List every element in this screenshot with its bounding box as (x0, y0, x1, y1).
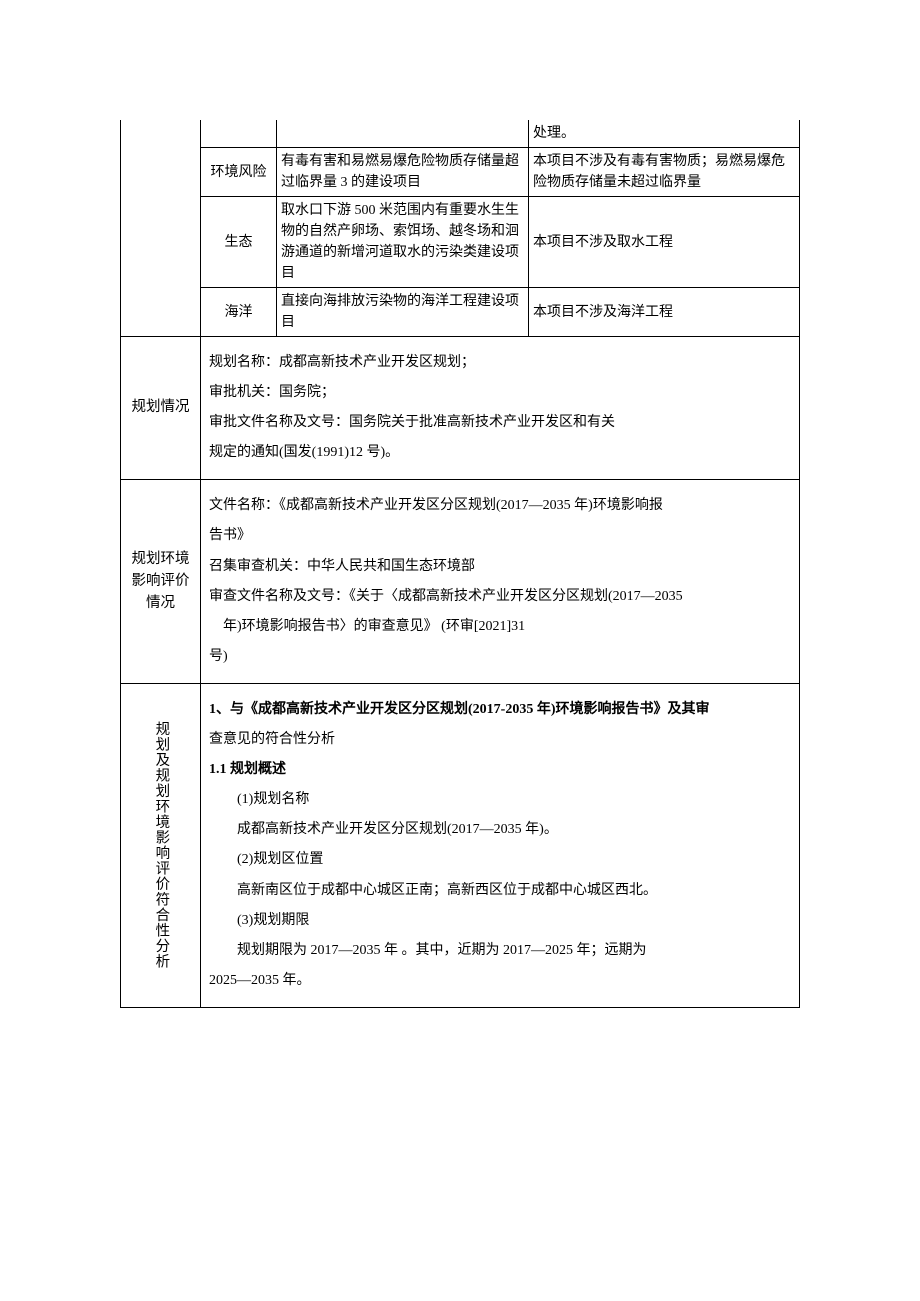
category-cell: 海洋 (201, 288, 277, 337)
result-cell: 处理。 (529, 120, 800, 148)
document-page: 处理。 环境风险 有毒有害和易燃易爆危险物质存储量超过临界量 3 的建设项目 本… (0, 0, 920, 1108)
analysis-heading-bold: 1、与《成都高新技术产业开发区分区规划(2017-2035 年)环境影响报告书》… (209, 702, 710, 717)
criterion-cell: 直接向海排放污染物的海洋工程建设项目 (277, 288, 529, 337)
result-cell: 本项目不涉及海洋工程 (529, 288, 800, 337)
classification-row-ecology: 生态 取水口下游 500 米范围内有重要水生生物的自然产卵场、索饵场、越冬场和洄… (121, 197, 800, 288)
section-eia-line: 审查文件名称及文号：《关于〈成都高新技术产业开发区分区规划(2017—2035 (209, 582, 789, 612)
section-planning-content: 规划名称：成都高新技术产业开发区规划； 审批机关：国务院； 审批文件名称及文号：… (201, 337, 800, 480)
criterion-cell (277, 120, 529, 148)
section-eia-line: 年)环境影响报告书〉的审查意见》 (环审[2021]31 (209, 612, 789, 642)
category-cell: 环境风险 (201, 148, 277, 197)
classification-row-continuation: 处理。 (121, 120, 800, 148)
section-planning-line: 规划名称：成都高新技术产业开发区规划； (209, 348, 789, 378)
analysis-line: (3)规划期限 (209, 906, 789, 936)
classification-row-ocean: 海洋 直接向海排放污染物的海洋工程建设项目 本项目不涉及海洋工程 (121, 288, 800, 337)
section-eia-row: 规划环境影响评价情况 文件名称：《成都高新技术产业开发区分区规划(2017—20… (121, 480, 800, 684)
result-cell: 本项目不涉及有毒有害物质；易燃易爆危险物质存储量未超过临界量 (529, 148, 800, 197)
section-analysis-content: 1、与《成都高新技术产业开发区分区规划(2017-2035 年)环境影响报告书》… (201, 683, 800, 1007)
section-eia-label: 规划环境影响评价情况 (121, 480, 201, 684)
section-eia-line: 号) (209, 642, 789, 672)
section-eia-line: 文件名称：《成都高新技术产业开发区分区规划(2017—2035 年)环境影响报 (209, 491, 789, 521)
section-planning-row: 规划情况 规划名称：成都高新技术产业开发区规划； 审批机关：国务院； 审批文件名… (121, 337, 800, 480)
category-cell (201, 120, 277, 148)
section-planning-line: 审批机关：国务院； (209, 378, 789, 408)
section-eia-content: 文件名称：《成都高新技术产业开发区分区规划(2017—2035 年)环境影响报 … (201, 480, 800, 684)
analysis-line: 1、与《成都高新技术产业开发区分区规划(2017-2035 年)环境影响报告书》… (209, 695, 789, 725)
section-analysis-row: 规划及规划环境影响评价符合性分析 1、与《成都高新技术产业开发区分区规划(201… (121, 683, 800, 1007)
analysis-line: 查意见的符合性分析 (209, 725, 789, 755)
section-eia-line: 告书》 (209, 521, 789, 551)
result-cell: 本项目不涉及取水工程 (529, 197, 800, 288)
criterion-cell: 有毒有害和易燃易爆危险物质存储量超过临界量 3 的建设项目 (277, 148, 529, 197)
analysis-subheading: 1.1 规划概述 (209, 755, 789, 785)
section-eia-line: 召集审查机关：中华人民共和国生态环境部 (209, 552, 789, 582)
analysis-line: 规划期限为 2017—2035 年 。其中，近期为 2017—2025 年；远期… (209, 936, 789, 966)
analysis-line: 高新南区位于成都中心城区正南；高新西区位于成都中心城区西北。 (209, 876, 789, 906)
analysis-line: (2)规划区位置 (209, 845, 789, 875)
classification-label-cell (121, 120, 201, 337)
section-planning-line: 审批文件名称及文号：国务院关于批准高新技术产业开发区和有关 (209, 408, 789, 438)
analysis-line: 2025—2035 年。 (209, 966, 789, 996)
section-planning-label: 规划情况 (121, 337, 201, 480)
document-table: 处理。 环境风险 有毒有害和易燃易爆危险物质存储量超过临界量 3 的建设项目 本… (120, 120, 800, 1008)
classification-row-risk: 环境风险 有毒有害和易燃易爆危险物质存储量超过临界量 3 的建设项目 本项目不涉… (121, 148, 800, 197)
criterion-cell: 取水口下游 500 米范围内有重要水生生物的自然产卵场、索饵场、越冬场和洄游通道… (277, 197, 529, 288)
analysis-line: (1)规划名称 (209, 785, 789, 815)
analysis-line: 成都高新技术产业开发区分区规划(2017—2035 年)。 (209, 815, 789, 845)
category-cell: 生态 (201, 197, 277, 288)
section-analysis-label: 规划及规划环境影响评价符合性分析 (121, 683, 201, 1007)
section-planning-line: 规定的通知(国发(1991)12 号)。 (209, 438, 789, 468)
